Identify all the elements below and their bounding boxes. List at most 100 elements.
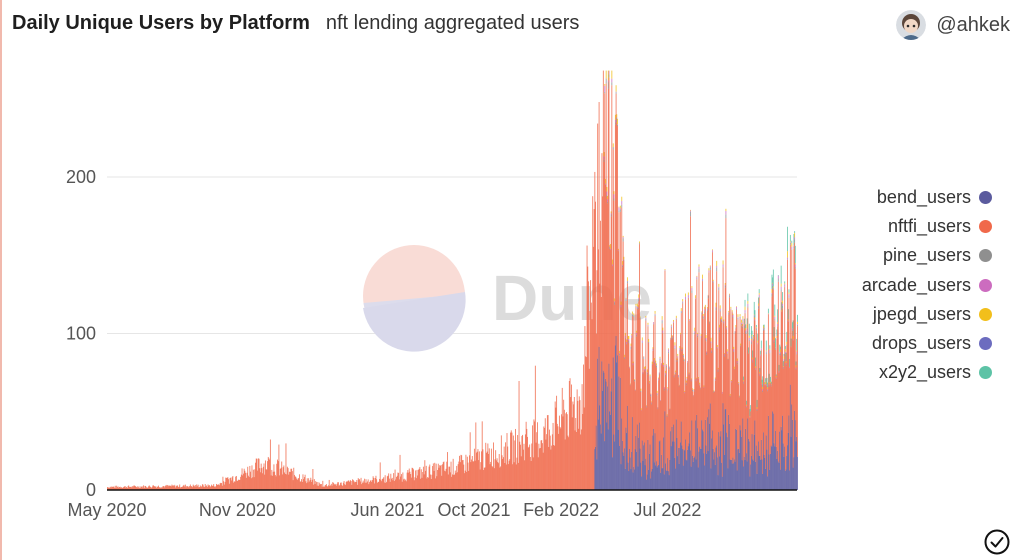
bar-segment — [785, 469, 787, 490]
bar-segment — [410, 477, 412, 490]
legend-item[interactable]: x2y2_users — [862, 358, 992, 387]
bar-segment — [751, 330, 753, 335]
bar-segment — [549, 435, 551, 490]
bar-segment — [456, 465, 458, 490]
bar-segment — [618, 207, 620, 211]
bar-segment — [520, 444, 521, 490]
bar-segment — [665, 364, 667, 365]
legend-item[interactable]: drops_users — [862, 329, 992, 358]
legend-item[interactable]: arcade_users — [862, 271, 992, 300]
bar-segment — [537, 422, 538, 490]
legend-swatch — [979, 220, 992, 234]
bar-segment — [612, 457, 613, 490]
bar-segment — [608, 74, 610, 78]
bar-segment — [297, 478, 299, 490]
bar-segment — [641, 343, 643, 441]
bar-segment — [240, 476, 242, 490]
bar-segment — [656, 393, 658, 394]
bar-segment — [643, 369, 645, 443]
bar-segment — [357, 484, 358, 490]
bar-segment — [782, 368, 784, 444]
bar-segment — [789, 358, 791, 367]
bar-segment — [614, 114, 616, 120]
bar-segment — [694, 334, 696, 457]
bar-segment — [690, 211, 691, 217]
bar-segment — [109, 488, 111, 490]
legend-swatch — [979, 366, 992, 380]
bar-segment — [561, 414, 562, 490]
bar-segment — [758, 305, 759, 307]
author-handle[interactable]: @ahkek — [936, 13, 1010, 36]
bar-segment — [655, 364, 657, 366]
bar-segment — [787, 257, 788, 260]
legend-item[interactable]: nftfi_users — [862, 212, 992, 241]
bar-segment — [423, 474, 425, 490]
bar-segment — [722, 266, 724, 268]
bar-segment — [656, 393, 658, 396]
legend-item[interactable]: jpegd_users — [862, 300, 992, 329]
bar-segment — [658, 372, 660, 374]
bar-segment — [676, 358, 678, 361]
bar-segment — [732, 313, 734, 315]
bar-segment — [637, 307, 639, 310]
legend-item[interactable]: bend_users — [862, 183, 992, 212]
legend-item[interactable]: pine_users — [862, 241, 992, 270]
bar-segment — [566, 412, 567, 490]
check-circle-icon[interactable] — [984, 529, 1010, 555]
bar-segment — [675, 315, 677, 319]
legend-label: arcade_users — [861, 274, 971, 295]
bar-segment — [760, 356, 762, 460]
y-tick-label: 0 — [86, 480, 96, 500]
bar-segment — [706, 353, 708, 355]
bar-segment — [787, 259, 788, 446]
bar-segment — [624, 333, 626, 336]
bar-segment — [411, 467, 413, 490]
bar-segment — [590, 280, 592, 490]
bar-segment — [719, 436, 721, 490]
bar-segment — [364, 478, 366, 490]
bar-segment — [642, 373, 644, 375]
bar-segment — [452, 474, 453, 490]
bar-segment — [309, 479, 311, 490]
bar-segment — [736, 360, 738, 363]
bar-segment — [677, 353, 679, 356]
bar-segment — [756, 410, 758, 411]
bar-segment — [762, 390, 764, 393]
bar-segment — [753, 316, 755, 435]
bar-segment — [425, 470, 426, 490]
bar-segment — [523, 443, 525, 490]
bar-segment — [704, 465, 706, 490]
bar-segment — [769, 350, 771, 353]
bar-segment — [711, 351, 713, 354]
bar-segment — [663, 388, 665, 391]
bar-segment — [785, 364, 787, 367]
bar-segment — [624, 337, 626, 339]
bar-segment — [629, 457, 631, 490]
bar-segment — [124, 486, 125, 490]
bar-segment — [788, 292, 790, 295]
bar-segment — [770, 386, 772, 446]
bar-segment — [645, 320, 647, 459]
bar-segment — [607, 70, 609, 81]
bar-segment — [757, 450, 759, 490]
bar-segment — [682, 353, 684, 355]
bar-segment — [721, 322, 723, 463]
bar-segment — [615, 91, 617, 93]
bar-segment — [251, 465, 253, 490]
bar-segment — [685, 380, 687, 383]
bar-segment — [503, 457, 504, 490]
bar-segment — [724, 454, 725, 490]
bar-segment — [335, 485, 337, 490]
bar-segment — [748, 335, 750, 338]
bar-segment — [338, 485, 340, 490]
author-badge[interactable]: @ahkek — [896, 10, 1010, 40]
bar-segment — [650, 395, 652, 397]
bar-segment — [685, 296, 686, 300]
bar-segment — [517, 462, 519, 490]
bar-segment — [663, 437, 665, 490]
bar-segment — [693, 457, 695, 490]
bar-segment — [673, 377, 675, 442]
bar-segment — [781, 312, 783, 431]
bar-segment — [515, 464, 517, 490]
bar-segment — [785, 363, 787, 365]
